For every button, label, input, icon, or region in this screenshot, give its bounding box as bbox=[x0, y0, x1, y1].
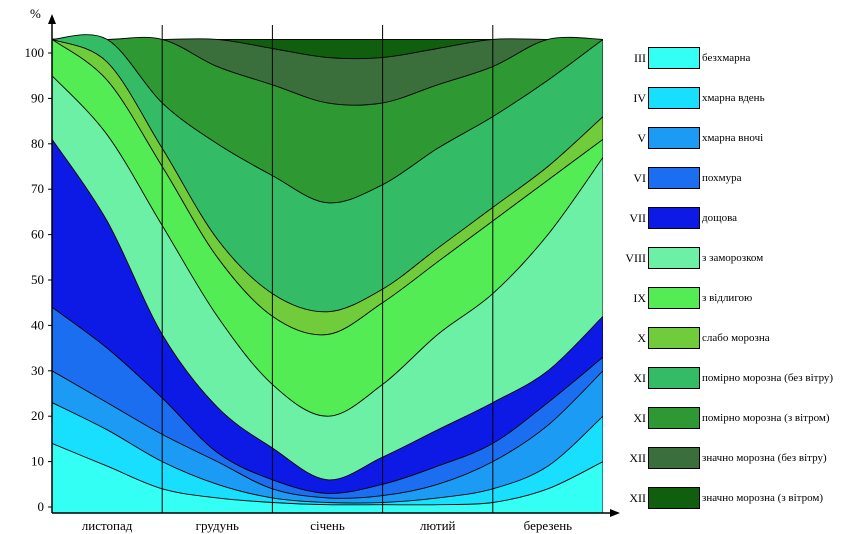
area-band-4 bbox=[52, 138, 603, 513]
y-tick-label: 0 bbox=[38, 499, 45, 514]
legend-code: VII bbox=[629, 210, 646, 225]
legend-swatch bbox=[648, 407, 700, 429]
legend-item: XI помірно морозна (з вітром) bbox=[618, 398, 843, 438]
chart-areas bbox=[52, 34, 603, 513]
legend-label: з заморозком bbox=[702, 252, 764, 264]
legend-label: хмарна вдень bbox=[702, 92, 765, 104]
legend-swatch bbox=[648, 367, 700, 389]
legend-code: V bbox=[637, 130, 646, 145]
legend-code: XI bbox=[633, 370, 646, 385]
y-axis-label: % bbox=[30, 6, 41, 21]
legend-item: VII дощова bbox=[618, 198, 843, 238]
y-tick-label: 90 bbox=[31, 90, 44, 105]
legend-label: дощова bbox=[702, 212, 737, 224]
legend-swatch bbox=[648, 327, 700, 349]
legend-swatch bbox=[648, 47, 700, 69]
legend-code: VI bbox=[633, 170, 646, 185]
x-tick-labels: листопад грудунь січень лютий березень bbox=[82, 518, 572, 533]
x-axis-arrow bbox=[610, 509, 620, 517]
legend-item: VI похмура bbox=[618, 158, 843, 198]
y-tick-label: 20 bbox=[31, 408, 44, 423]
legend-label: помірно морозна (без вітру) bbox=[702, 372, 834, 384]
legend-label: похмура bbox=[702, 172, 742, 184]
legend-label: безхмарна bbox=[702, 52, 751, 64]
y-tick-label: 80 bbox=[31, 136, 44, 151]
legend-code: XII bbox=[629, 450, 646, 465]
legend-label: значно морозна (без вітру) bbox=[702, 452, 827, 464]
legend-code: XII bbox=[629, 490, 646, 505]
legend-code: IV bbox=[633, 90, 646, 105]
legend-swatch bbox=[648, 207, 700, 229]
y-tick-label: 100 bbox=[25, 45, 45, 60]
legend-item: XII значно морозна (з вітром) bbox=[618, 478, 843, 518]
legend-swatch bbox=[648, 487, 700, 509]
y-tick-label: 70 bbox=[31, 181, 44, 196]
x-tick-label: листопад bbox=[82, 518, 133, 533]
x-tick-label: березень bbox=[524, 518, 573, 533]
legend-code: X bbox=[637, 330, 646, 345]
legend-label: з відлигою bbox=[702, 292, 753, 304]
x-tick-label: лютий bbox=[420, 518, 456, 533]
legend-item: III безхмарна bbox=[618, 38, 843, 78]
y-axis-arrow bbox=[48, 14, 56, 24]
legend-swatch bbox=[648, 247, 700, 269]
y-tick-label: 30 bbox=[31, 363, 44, 378]
legend-code: IX bbox=[633, 290, 646, 305]
y-tick-label: 40 bbox=[31, 317, 44, 332]
y-tick-label: 50 bbox=[31, 272, 44, 287]
x-tick-label: січень bbox=[310, 518, 345, 533]
legend-label: значно морозна (з вітром) bbox=[702, 492, 824, 504]
y-tick-labels: 0 10 20 30 40 50 60 70 80 90 100 bbox=[25, 45, 52, 514]
legend-code: III bbox=[634, 50, 646, 65]
legend-swatch bbox=[648, 447, 700, 469]
legend-code: XI bbox=[633, 410, 646, 425]
legend-label: помірно морозна (з вітром) bbox=[702, 412, 830, 424]
legend-label: слабо морозна bbox=[702, 332, 770, 344]
y-tick-label: 60 bbox=[31, 227, 44, 242]
month-dividers bbox=[161, 25, 494, 513]
legend-item: XII значно морозна (без вітру) bbox=[618, 438, 843, 478]
legend-swatch bbox=[648, 87, 700, 109]
legend-item: IX з відлигою bbox=[618, 278, 843, 318]
legend-code: VIII bbox=[625, 250, 646, 265]
legend-item: XI помірно морозна (без вітру) bbox=[618, 358, 843, 398]
area-band-1 bbox=[52, 402, 603, 513]
legend-swatch bbox=[648, 127, 700, 149]
legend-swatch bbox=[648, 167, 700, 189]
x-tick-label: грудунь bbox=[196, 518, 239, 533]
legend-item: IV хмарна вдень bbox=[618, 78, 843, 118]
y-tick-label: 10 bbox=[31, 454, 44, 469]
legend-swatch bbox=[648, 287, 700, 309]
area-band-0 bbox=[52, 442, 603, 513]
legend-item: VIII з заморозком bbox=[618, 238, 843, 278]
legend-label: хмарна вночі bbox=[702, 132, 764, 144]
chart-axes bbox=[48, 14, 620, 517]
